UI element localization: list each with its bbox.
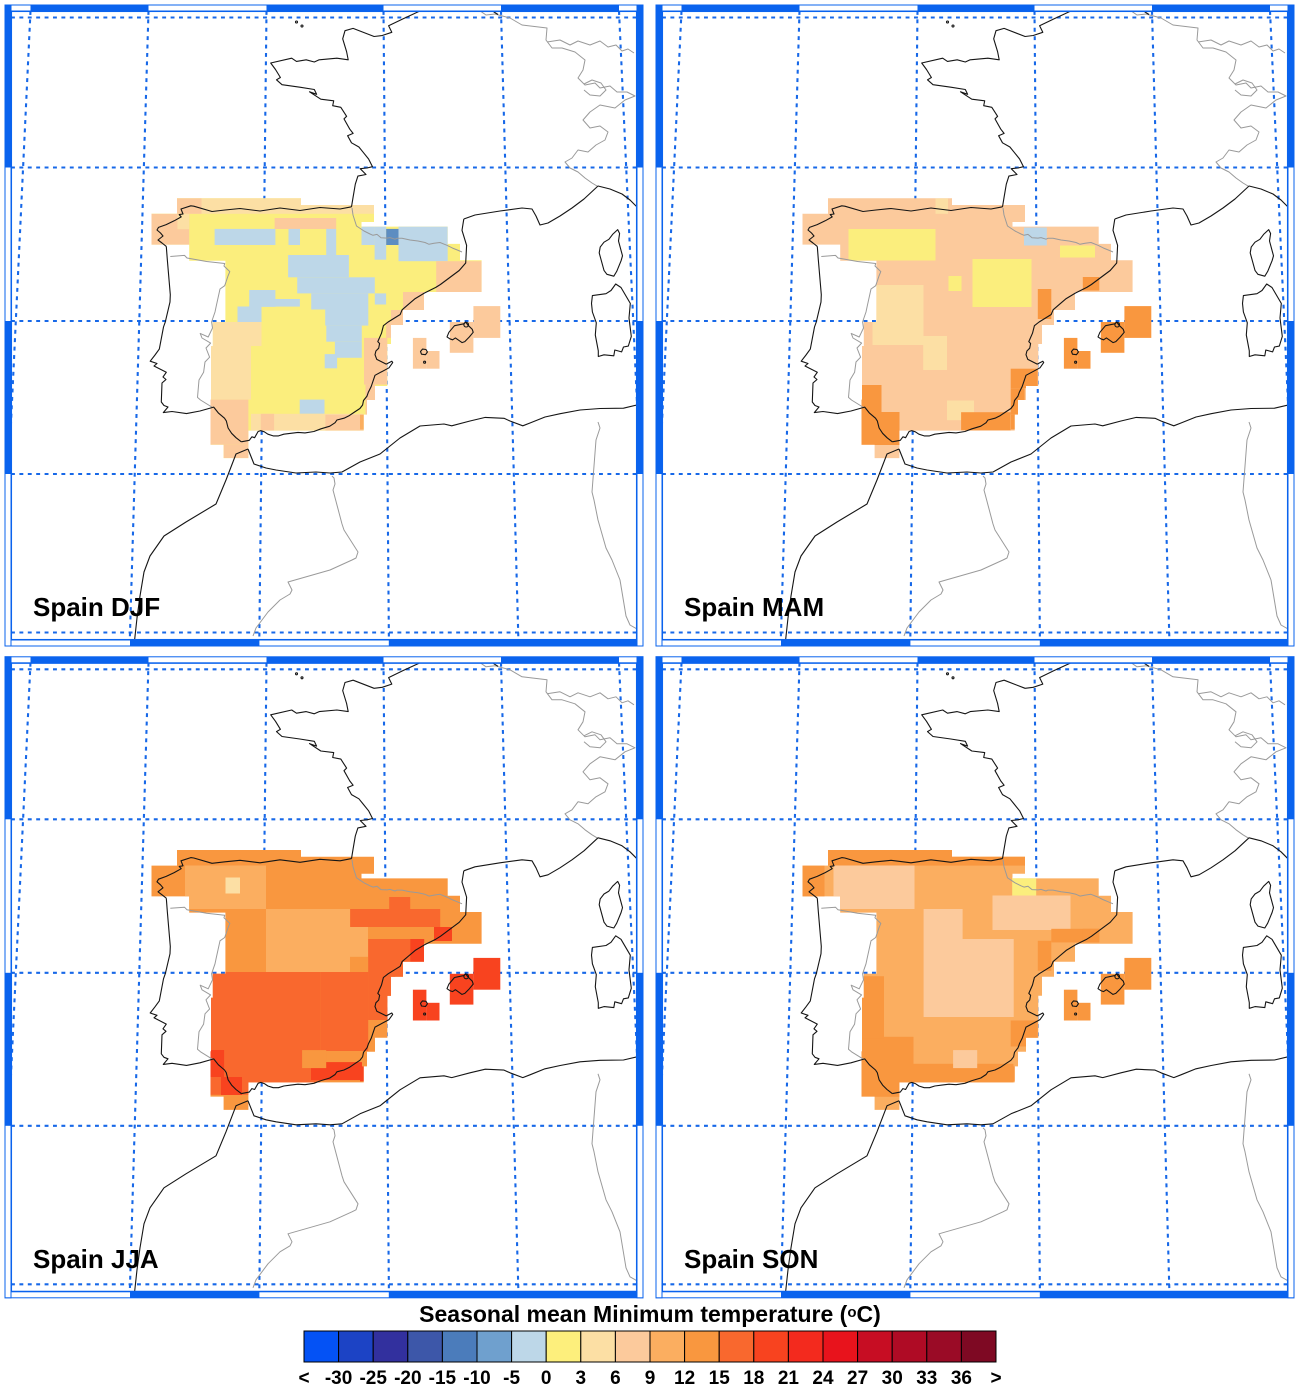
svg-text:33: 33 bbox=[916, 1368, 937, 1389]
svg-text:-5: -5 bbox=[503, 1368, 520, 1389]
svg-text:36: 36 bbox=[951, 1368, 972, 1389]
svg-text:Spain JJA: Spain JJA bbox=[33, 1244, 159, 1274]
svg-text:15: 15 bbox=[709, 1368, 731, 1389]
svg-text:-10: -10 bbox=[463, 1368, 490, 1389]
svg-text:-20: -20 bbox=[394, 1368, 421, 1389]
svg-text:Seasonal mean Minimum temperat: Seasonal mean Minimum temperature (oC) bbox=[419, 1301, 881, 1327]
svg-text:3: 3 bbox=[576, 1368, 587, 1389]
svg-text:9: 9 bbox=[645, 1368, 656, 1389]
svg-text:-30: -30 bbox=[325, 1368, 352, 1389]
svg-text:27: 27 bbox=[847, 1368, 868, 1389]
svg-text:>: > bbox=[990, 1368, 1001, 1389]
svg-text:12: 12 bbox=[674, 1368, 695, 1389]
svg-text:Spain MAM: Spain MAM bbox=[684, 592, 824, 622]
svg-text:-25: -25 bbox=[359, 1368, 387, 1389]
svg-text:30: 30 bbox=[882, 1368, 903, 1389]
svg-text:-15: -15 bbox=[429, 1368, 457, 1389]
svg-text:6: 6 bbox=[610, 1368, 621, 1389]
svg-text:21: 21 bbox=[778, 1368, 800, 1389]
svg-text:Spain SON: Spain SON bbox=[684, 1244, 818, 1274]
svg-text:18: 18 bbox=[743, 1368, 764, 1389]
svg-text:24: 24 bbox=[812, 1368, 834, 1389]
svg-text:Spain DJF: Spain DJF bbox=[33, 592, 160, 622]
svg-text:0: 0 bbox=[541, 1368, 552, 1389]
svg-text:<: < bbox=[298, 1368, 309, 1389]
